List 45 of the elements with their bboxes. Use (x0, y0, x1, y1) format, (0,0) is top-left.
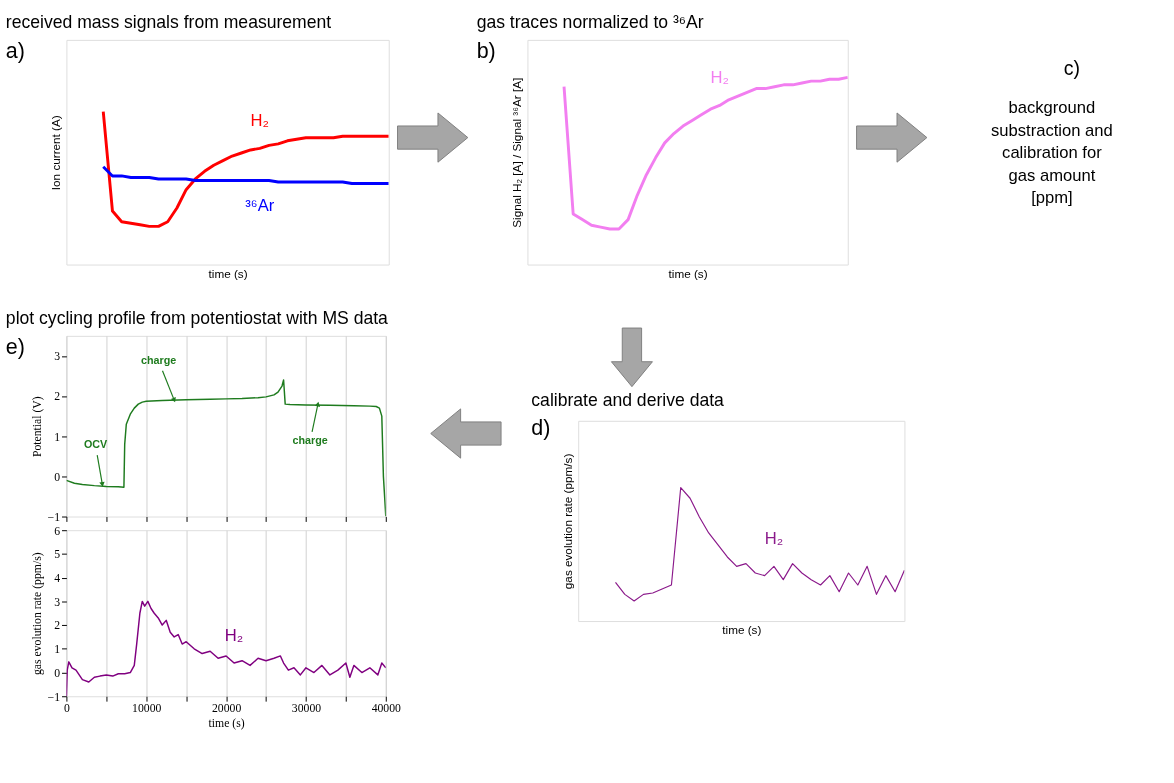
series-label: H₂ (224, 625, 244, 645)
series-label: H₂ (710, 67, 729, 87)
y-axis-title: Potential (V) (30, 396, 44, 458)
y-axis-title: Ion current (A) (49, 115, 63, 191)
y-tick-label: 3 (54, 350, 61, 364)
chart-title: calibrate and derive data (531, 390, 725, 411)
y-tick-label: −1 (47, 690, 61, 704)
chart-title: received mass signals from measurement (5, 12, 332, 33)
y-tick-label: 6 (54, 524, 61, 538)
y-tick-label: 3 (54, 595, 61, 609)
y-tick-label: 1 (54, 643, 61, 657)
y-axis-title: gas evolution rate (ppm/s) (560, 453, 574, 590)
text: a) (5, 39, 25, 64)
y-tick-label: 4 (54, 572, 61, 586)
y-tick-label: −1 (47, 510, 61, 524)
series-label: H₂ (250, 110, 270, 130)
y-tick-label: 2 (54, 390, 61, 404)
x-tick-label: 20000 (211, 702, 242, 716)
x-tick-label: 30000 (291, 702, 322, 716)
y-axis-title: Signal H₂ [A] / Signal ³⁶Ar [A] (510, 77, 524, 228)
y-axis-title: gas evolution rate (ppm/s) (30, 552, 44, 676)
text: b) (476, 39, 496, 64)
text: background substraction and calibration for gas amount [ppm] (991, 98, 1113, 208)
text: c) (1063, 57, 1080, 80)
x-axis-title: time (s) (668, 266, 708, 280)
series-label: ³⁶Ar (245, 195, 275, 215)
annotation: charge (140, 353, 177, 366)
text: d) (531, 416, 551, 441)
annotation: OCV (83, 438, 108, 451)
series-label: H₂ (764, 528, 784, 548)
y-tick-label: 0 (54, 666, 61, 680)
x-tick-label: 40000 (371, 702, 402, 716)
y-tick-label: 2 (54, 619, 61, 633)
x-tick-label: 0 (63, 702, 70, 716)
chart-title: plot cycling profile from potentiostat with MS data (5, 308, 389, 329)
x-axis-title: time (s) (208, 266, 248, 280)
x-axis-title: time (s) (208, 717, 245, 731)
x-axis-title: time (s) (722, 623, 762, 637)
y-tick-label: 1 (54, 430, 61, 444)
text: e) (5, 335, 25, 360)
y-tick-label: 5 (54, 548, 61, 562)
chart-title: gas traces normalized to ³⁶Ar (476, 12, 704, 33)
x-tick-label: 10000 (132, 702, 162, 716)
annotation: charge (292, 434, 328, 447)
y-tick-label: 0 (54, 470, 61, 484)
